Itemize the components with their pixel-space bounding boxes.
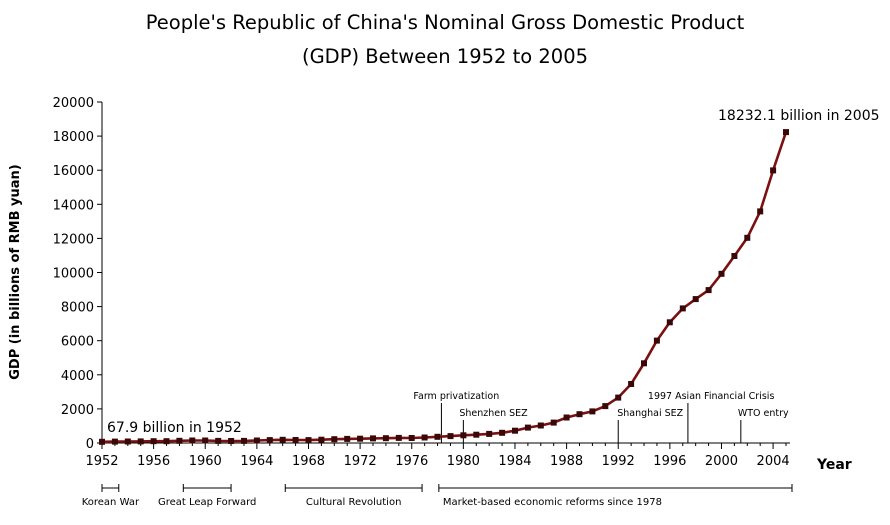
data-point xyxy=(499,429,506,436)
y-tick-label: 14000 xyxy=(53,198,94,213)
data-point xyxy=(744,234,751,241)
x-tick-label: 1988 xyxy=(550,454,583,469)
data-point xyxy=(537,422,544,429)
data-point xyxy=(666,319,673,326)
x-tick-label: 1984 xyxy=(498,454,531,469)
data-point xyxy=(705,287,712,294)
data-point xyxy=(434,433,441,440)
data-point xyxy=(344,435,351,442)
y-tick-label: 6000 xyxy=(61,335,94,350)
x-tick-label: 1976 xyxy=(395,454,428,469)
data-point xyxy=(602,403,609,410)
era-label: Market-based economic reforms since 1978 xyxy=(443,497,662,508)
data-point xyxy=(253,437,260,444)
data-point xyxy=(318,436,325,443)
event-markers: Farm privatization Shenzhen SEZ Shanghai S… xyxy=(413,391,789,443)
data-point xyxy=(783,129,789,136)
data-point xyxy=(692,296,699,303)
y-tick-label: 2000 xyxy=(61,403,94,418)
data-point xyxy=(163,438,170,445)
data-point xyxy=(679,305,686,312)
chart-title: People's Republic of China's Nominal Gro… xyxy=(145,11,745,34)
data-point xyxy=(731,253,738,259)
data-point xyxy=(486,430,493,437)
x-axis-label: Year xyxy=(816,457,852,473)
event-label: Farm privatization xyxy=(413,391,499,402)
data-point xyxy=(241,437,247,444)
data-point xyxy=(150,438,157,445)
y-tick-label: 12000 xyxy=(53,232,94,247)
data-point xyxy=(473,431,480,438)
era-bars: Korean War Great Leap Forward Cultural Rev… xyxy=(82,484,793,508)
data-point xyxy=(215,437,222,444)
data-point xyxy=(460,432,467,439)
x-tick-label: 1960 xyxy=(189,454,222,469)
data-point xyxy=(757,208,764,215)
x-tick-label: 2004 xyxy=(757,454,790,469)
y-tick-label: 4000 xyxy=(61,369,94,384)
x-tick-label: 1952 xyxy=(85,454,118,469)
data-point xyxy=(550,419,557,426)
data-point xyxy=(202,437,209,444)
data-point xyxy=(653,337,660,344)
event-label: WTO entry xyxy=(738,408,789,419)
data-point xyxy=(395,434,402,441)
data-point xyxy=(111,438,118,445)
data-point xyxy=(189,437,196,444)
era-label: Korean War xyxy=(82,497,140,508)
data-point xyxy=(589,408,596,415)
y-tick-label: 8000 xyxy=(61,301,94,316)
data-point xyxy=(641,360,647,367)
x-tick-label: 1996 xyxy=(653,454,686,469)
data-point xyxy=(357,435,364,442)
data-point xyxy=(331,436,338,443)
data-point xyxy=(228,438,235,444)
event-label: Shenzhen SEZ xyxy=(459,408,528,419)
data-point xyxy=(305,437,312,444)
data-point xyxy=(408,435,415,441)
y-tick-label: 18000 xyxy=(53,130,94,145)
x-tick-label: 1980 xyxy=(447,454,480,469)
data-point xyxy=(615,394,622,401)
data-point xyxy=(524,424,531,431)
y-tick-label: 16000 xyxy=(53,164,94,179)
x-tick-label: 1972 xyxy=(344,454,377,469)
y-axis-label: GDP (in billions of RMB yuan) xyxy=(8,164,23,379)
data-point xyxy=(124,438,131,445)
data-point xyxy=(576,411,583,418)
data-point xyxy=(137,438,144,445)
data-point xyxy=(279,436,286,443)
x-tick-label: 1964 xyxy=(240,454,273,469)
data-point xyxy=(563,414,570,421)
start-callout: 67.9 billion in 1952 xyxy=(107,420,242,436)
y-tick-label: 10000 xyxy=(53,267,94,282)
data-point xyxy=(266,437,273,444)
end-callout: 18232.1 billion in 2005 xyxy=(718,108,880,124)
data-point xyxy=(718,270,725,277)
data-point xyxy=(447,433,454,440)
data-point xyxy=(370,435,376,442)
x-tick-label: 1956 xyxy=(137,454,170,469)
axes: 0 2000 4000 6000 8000 10000 12000 14000 16000 180… xyxy=(53,96,790,469)
x-tick-label: 1992 xyxy=(602,454,635,469)
data-point xyxy=(770,167,777,174)
era-label: Cultural Revolution xyxy=(306,497,402,508)
event-label: 1997 Asian Financial Crisis xyxy=(648,391,775,402)
data-point xyxy=(421,434,428,441)
data-point xyxy=(628,381,635,387)
data-point xyxy=(176,437,183,444)
x-tick-label: 2000 xyxy=(705,454,738,469)
series-line xyxy=(99,129,789,445)
data-point xyxy=(512,427,518,434)
x-tick-label: 1968 xyxy=(292,454,325,469)
y-tick-label: 0 xyxy=(86,437,94,452)
data-point xyxy=(382,435,389,442)
era-label: Great Leap Forward xyxy=(158,497,256,508)
event-label: Shanghai SEZ xyxy=(617,408,683,419)
chart-subtitle: (GDP) Between 1952 to 2005 xyxy=(301,45,589,68)
data-point xyxy=(292,437,299,443)
data-point xyxy=(99,438,105,445)
y-tick-label: 20000 xyxy=(53,96,94,111)
